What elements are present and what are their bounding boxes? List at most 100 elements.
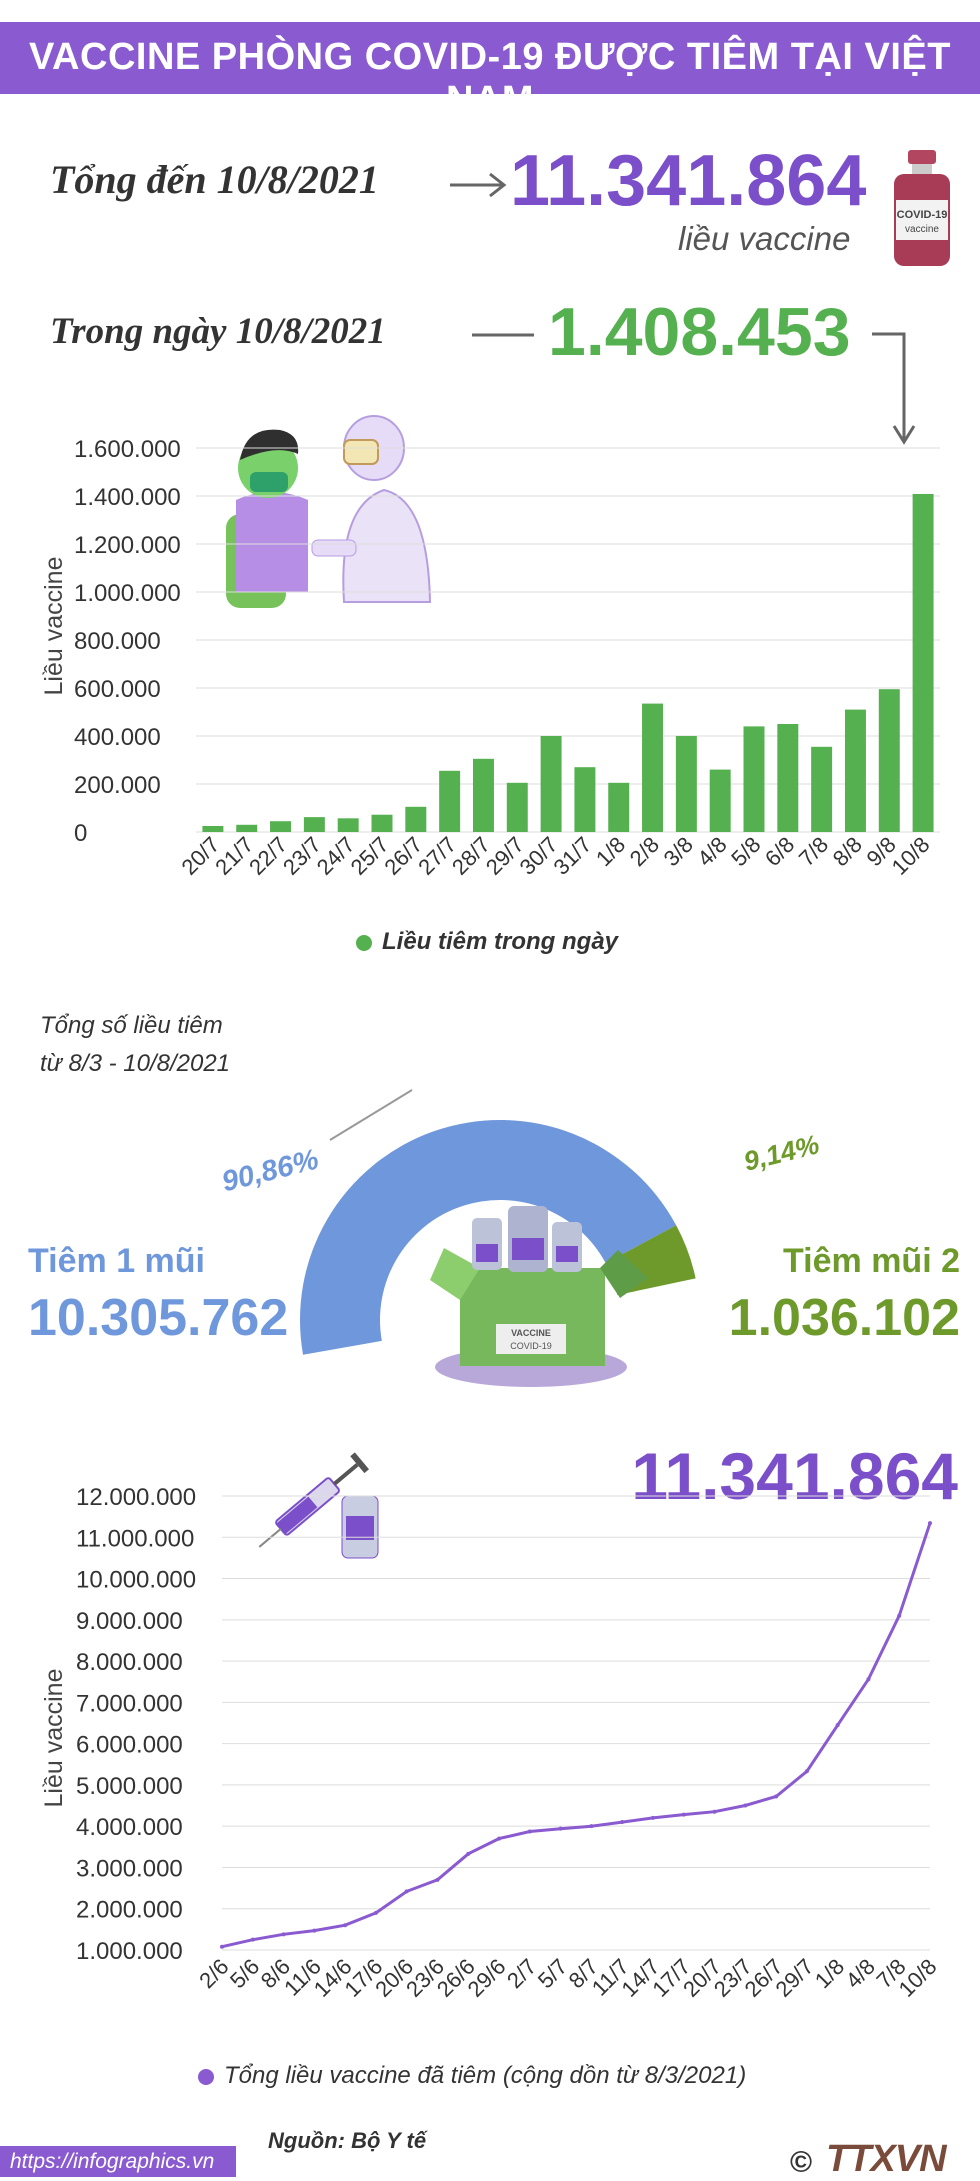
day-label: Trong ngày 10/8/2021 bbox=[50, 311, 386, 352]
line-point-1/8 bbox=[835, 1723, 840, 1728]
line-point-14/6 bbox=[343, 1923, 348, 1928]
bar-chart-legend: Liều tiêm trong ngày bbox=[356, 928, 618, 956]
line-point-11/6 bbox=[312, 1928, 317, 1933]
bar-22/7 bbox=[270, 821, 292, 832]
line-y-tick-label: 12.000.000 bbox=[76, 1484, 196, 1511]
bar-x-tick-label: 5/8 bbox=[726, 832, 765, 871]
line-point-7/8 bbox=[897, 1613, 902, 1618]
bar-legend-label: Liều tiêm trong ngày bbox=[382, 928, 619, 955]
bar-7/8 bbox=[811, 746, 833, 832]
ttxvn-logo: TTXVN bbox=[826, 2138, 960, 2180]
line-point-17/6 bbox=[373, 1910, 378, 1915]
line-point-11/7 bbox=[620, 1820, 625, 1825]
bar-6/8 bbox=[777, 724, 799, 832]
line-y-tick-label: 4.000.000 bbox=[76, 1814, 183, 1841]
bar-23/7 bbox=[303, 817, 325, 832]
line-point-20/6 bbox=[404, 1889, 409, 1894]
total-unit: liều vaccine bbox=[678, 220, 851, 257]
source-url[interactable]: https://infographics.vn bbox=[10, 2150, 215, 2173]
bar-x-tick-label: 6/8 bbox=[760, 832, 799, 871]
bar-30/7 bbox=[540, 736, 562, 832]
bar-y-tick-label: 600.000 bbox=[74, 676, 161, 703]
cumulative-line bbox=[221, 1522, 932, 1949]
svg-text:vaccine: vaccine bbox=[905, 224, 939, 235]
line-point-20/7 bbox=[712, 1809, 717, 1814]
bar-3/8 bbox=[675, 736, 697, 832]
bar-y-tick-label: 1.200.000 bbox=[74, 532, 181, 559]
cumulative-total-label: 11.341.864 bbox=[631, 1439, 958, 1513]
vaccine-vial-icon: COVID-19 vaccine bbox=[894, 150, 950, 266]
bar-5/8 bbox=[743, 726, 765, 832]
bar-y-tick-label: 0 bbox=[74, 820, 87, 847]
bar-x-tick-label: 1/8 bbox=[591, 832, 630, 871]
bar-x-tick-label: 8/8 bbox=[828, 832, 867, 871]
total-value: 11.341.864 bbox=[510, 141, 867, 221]
line-point-4/8 bbox=[866, 1677, 871, 1682]
bar-21/7 bbox=[236, 824, 258, 832]
arrow-down-icon bbox=[872, 332, 916, 445]
source-note: Nguồn: Bộ Y tế bbox=[268, 2128, 427, 2153]
bar-27/7 bbox=[439, 770, 461, 832]
legend-purple-dot bbox=[198, 2068, 214, 2085]
line-chart-legend: Tổng liều vaccine đã tiêm (cộng dồn từ 8… bbox=[198, 2062, 746, 2090]
line-y-tick-label: 6.000.000 bbox=[76, 1732, 183, 1759]
bar-25/7 bbox=[371, 814, 393, 832]
bar-x-tick-label: 10/8 bbox=[887, 832, 935, 880]
line-y-tick-label: 5.000.000 bbox=[76, 1773, 183, 1800]
bar-4/8 bbox=[709, 769, 731, 832]
line-y-tick-label: 9.000.000 bbox=[76, 1608, 183, 1635]
dose1-percent: 90,86% bbox=[219, 1144, 322, 1199]
line-y-tick-label: 1.000.000 bbox=[76, 1938, 183, 1965]
bar-26/7 bbox=[405, 806, 427, 832]
svg-text:COVID-19: COVID-19 bbox=[510, 1341, 552, 1351]
total-label: Tổng đến 10/8/2021 bbox=[50, 157, 379, 202]
dose-share-donut-chart: 90,86% 9,14% VACCINE COVID-19 bbox=[219, 1089, 823, 1387]
line-y-tick-label: 2.000.000 bbox=[76, 1897, 183, 1924]
bar-2/8 bbox=[642, 703, 664, 832]
line-point-29/6 bbox=[497, 1836, 502, 1841]
bar-chart-y-axis-label: Liều vaccine bbox=[40, 557, 68, 696]
bar-y-tick-label: 1.600.000 bbox=[74, 436, 181, 463]
copyright-symbol: © bbox=[790, 2146, 813, 2179]
svg-text:COVID-19: COVID-19 bbox=[897, 209, 948, 221]
line-point-14/7 bbox=[650, 1815, 655, 1820]
bar-y-tick-label: 800.000 bbox=[74, 628, 161, 655]
donut-leader-line bbox=[329, 1089, 413, 1141]
page-title: VACCINE PHÒNG COVID-19 ĐƯỢC TIÊM TẠI VIỆ… bbox=[29, 36, 951, 121]
bar-y-tick-label: 400.000 bbox=[74, 724, 161, 751]
line-point-23/7 bbox=[743, 1803, 748, 1808]
legend-green-dot bbox=[356, 934, 372, 951]
daily-doses-bar-chart: 0 200.000 400.000 600.000 800.000 1.000.000 1.… bbox=[40, 436, 940, 880]
dose1-value: 10.305.762 bbox=[28, 1289, 289, 1347]
bar-x-tick-label: 4/8 bbox=[692, 832, 731, 871]
dose2-value: 1.036.102 bbox=[728, 1289, 960, 1347]
line-point-29/7 bbox=[804, 1769, 809, 1774]
bar-x-tick-label: 31/7 bbox=[548, 832, 596, 880]
bar-8/8 bbox=[844, 709, 866, 832]
line-point-10/8 bbox=[928, 1521, 932, 1526]
line-point-26/6 bbox=[466, 1851, 471, 1856]
title-banner: VACCINE PHÒNG COVID-19 ĐƯỢC TIÊM TẠI VIỆ… bbox=[0, 22, 980, 121]
bar-1/8 bbox=[608, 782, 630, 832]
bar-24/7 bbox=[337, 818, 359, 832]
line-point-23/6 bbox=[435, 1877, 440, 1882]
bar-x-tick-label: 7/8 bbox=[794, 832, 833, 871]
line-point-5/6 bbox=[250, 1937, 255, 1942]
vaccination-illustration bbox=[226, 415, 432, 608]
line-point-2/7 bbox=[527, 1829, 532, 1834]
logo-text: TTXVN bbox=[826, 2138, 947, 2180]
syringe-icon bbox=[258, 1452, 379, 1559]
dose1-label: Tiêm 1 mũi bbox=[28, 1242, 205, 1280]
arrow-right-icon bbox=[450, 172, 507, 198]
url-bar: https://infographics.vn bbox=[0, 2146, 236, 2177]
bar-y-tick-label: 1.000.000 bbox=[74, 580, 181, 607]
dose2-percent: 9,14% bbox=[741, 1129, 823, 1177]
line-y-tick-label: 8.000.000 bbox=[76, 1649, 183, 1676]
dose2-label: Tiêm mũi 2 bbox=[783, 1242, 960, 1280]
line-legend-label: Tổng liều vaccine đã tiêm (cộng dồn từ 8… bbox=[224, 2062, 747, 2089]
line-point-8/7 bbox=[589, 1824, 594, 1829]
bar-x-tick-label: 3/8 bbox=[659, 832, 698, 871]
bar-29/7 bbox=[506, 782, 528, 832]
bar-x-tick-label: 2/8 bbox=[625, 832, 664, 871]
patient-icon bbox=[226, 429, 308, 608]
